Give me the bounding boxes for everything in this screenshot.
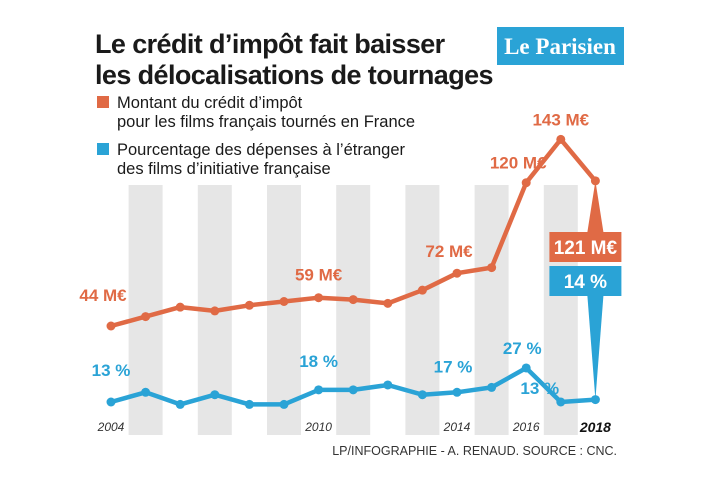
abroad-label-2016: 27 %: [503, 339, 542, 358]
abroad-label-2010: 18 %: [299, 352, 338, 371]
credit-label-2014: 72 M€: [425, 242, 473, 261]
credit-point-2012: [383, 298, 393, 308]
band-2009: [267, 185, 301, 435]
credit-point-2008: [244, 300, 254, 310]
credit-label-2010: 59 M€: [295, 266, 343, 285]
x-tick-2016: 2016: [512, 420, 540, 434]
credit-point-2009: [279, 296, 289, 306]
credit-point-2014: [452, 268, 462, 278]
x-tick-2004: 2004: [97, 420, 125, 434]
band-2015: [474, 185, 509, 435]
abroad-point-2017: [556, 397, 566, 407]
abroad-point-2011: [348, 385, 358, 395]
abroad-point-2010: [314, 385, 324, 395]
source-credit: LP/INFOGRAPHIE - A. RENAUD. SOURCE : CNC…: [332, 444, 617, 458]
legend: Montant du crédit d’impôt pour les films…: [97, 94, 415, 178]
abroad-callout-pointer: [587, 296, 604, 400]
x-axis: 2004 2010 2014 2016 2018: [97, 419, 612, 435]
le-parisien-logo: Le Parisien: [497, 27, 624, 65]
credit-label-2004: 44 M€: [79, 286, 127, 305]
credit-label-2017: 143 M€: [532, 110, 589, 129]
legend-credit-line1: Montant du crédit d’impôt: [117, 94, 303, 112]
legend-abroad-swatch: [97, 143, 109, 155]
credit-label-2016: 120 M€: [490, 154, 547, 173]
credit-point-2005: [141, 312, 151, 322]
credit-point-2016: [521, 178, 531, 188]
chart-title-line2: les délocalisations de tournages: [95, 60, 493, 90]
credit-point-2010: [314, 293, 324, 303]
logo-text: Le Parisien: [504, 34, 616, 59]
abroad-label-2004: 13 %: [92, 361, 131, 380]
abroad-point-2013: [417, 390, 427, 400]
credit-point-2015: [487, 263, 497, 273]
credit-series: [106, 134, 600, 331]
abroad-point-2008: [244, 399, 254, 409]
credit-point-2011: [348, 295, 358, 305]
credit-point-2006: [175, 302, 185, 312]
credit-point-2007: [210, 306, 220, 316]
legend-abroad-line2: des films d’initiative française: [117, 160, 331, 178]
credit-point-2004: [106, 321, 116, 331]
abroad-point-2015: [487, 382, 497, 392]
credit-point-2017: [556, 134, 566, 144]
abroad-point-2007: [210, 390, 220, 400]
abroad-point-2014: [452, 387, 462, 397]
abroad-callout-text: 14 %: [564, 272, 607, 293]
credit-callout-pointer: [587, 180, 604, 232]
credit-callout-box: [549, 232, 622, 262]
abroad-point-2006: [175, 399, 185, 409]
abroad-point-2009: [279, 399, 289, 409]
x-tick-2014: 2014: [443, 420, 471, 434]
x-tick-2018: 2018: [579, 419, 611, 435]
chart-title-line1: Le crédit d’impôt fait baisser: [95, 29, 446, 59]
abroad-label-2017: 13 %: [520, 379, 559, 398]
data-labels: 44 M€ 59 M€ 72 M€ 120 M€ 143 M€ 13 % 18 % 17 % 2…: [79, 110, 622, 400]
abroad-point-2012: [383, 380, 393, 390]
band-2011: [336, 185, 371, 435]
abroad-callout-box: [549, 266, 622, 296]
credit-callout-text: 121 M€: [554, 238, 618, 259]
abroad-point-2005: [141, 387, 151, 397]
legend-credit-line2: pour les films français tournés en Franc…: [117, 113, 415, 131]
abroad-label-2014: 17 %: [434, 357, 473, 376]
legend-abroad-line1: Pourcentage des dépenses à l’étranger: [117, 141, 406, 159]
abroad-point-2004: [106, 397, 116, 407]
credit-point-2013: [417, 285, 427, 295]
legend-credit-swatch: [97, 96, 109, 108]
abroad-point-2016: [521, 363, 531, 373]
x-tick-2010: 2010: [304, 420, 332, 434]
